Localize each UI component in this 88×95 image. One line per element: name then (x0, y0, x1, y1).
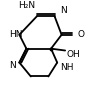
Text: NH: NH (60, 63, 73, 72)
Text: N: N (60, 6, 67, 15)
Text: O: O (77, 30, 84, 39)
Text: H₂N: H₂N (18, 1, 35, 10)
Text: HN: HN (9, 30, 22, 39)
Text: OH: OH (67, 50, 81, 59)
Text: N: N (9, 61, 16, 70)
